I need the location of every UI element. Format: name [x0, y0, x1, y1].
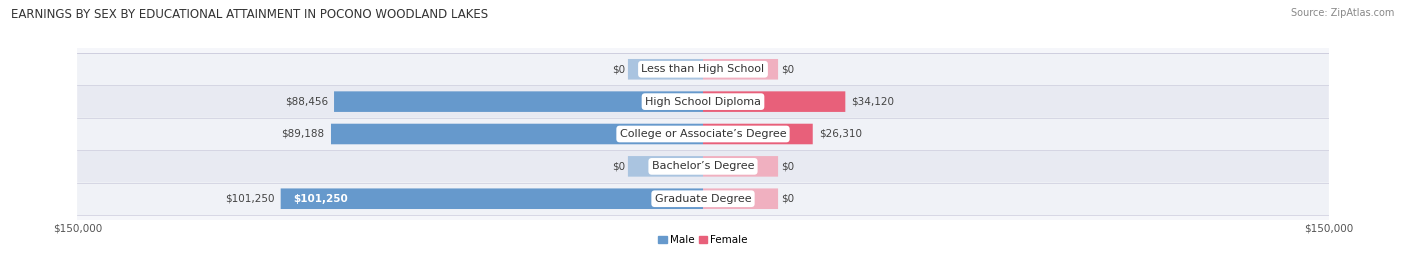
FancyBboxPatch shape: [77, 183, 1329, 215]
Text: EARNINGS BY SEX BY EDUCATIONAL ATTAINMENT IN POCONO WOODLAND LAKES: EARNINGS BY SEX BY EDUCATIONAL ATTAINMEN…: [11, 8, 488, 21]
FancyBboxPatch shape: [330, 124, 703, 144]
Text: $0: $0: [782, 64, 794, 74]
FancyBboxPatch shape: [77, 53, 1329, 85]
Text: Source: ZipAtlas.com: Source: ZipAtlas.com: [1291, 8, 1395, 18]
Text: $26,310: $26,310: [820, 129, 862, 139]
FancyBboxPatch shape: [77, 118, 1329, 150]
FancyBboxPatch shape: [335, 91, 703, 112]
Text: Graduate Degree: Graduate Degree: [655, 194, 751, 204]
Text: $0: $0: [782, 194, 794, 204]
FancyBboxPatch shape: [703, 188, 778, 209]
FancyBboxPatch shape: [77, 85, 1329, 118]
Text: $89,188: $89,188: [281, 129, 325, 139]
Text: $0: $0: [612, 64, 624, 74]
FancyBboxPatch shape: [703, 91, 845, 112]
Legend: Male, Female: Male, Female: [658, 235, 748, 245]
Text: $0: $0: [782, 161, 794, 171]
FancyBboxPatch shape: [281, 188, 703, 209]
Text: College or Associate’s Degree: College or Associate’s Degree: [620, 129, 786, 139]
FancyBboxPatch shape: [703, 59, 778, 80]
Text: High School Diploma: High School Diploma: [645, 97, 761, 107]
Text: $0: $0: [612, 161, 624, 171]
Text: $101,250: $101,250: [225, 194, 274, 204]
Text: Bachelor’s Degree: Bachelor’s Degree: [652, 161, 754, 171]
FancyBboxPatch shape: [628, 59, 703, 80]
Text: Less than High School: Less than High School: [641, 64, 765, 74]
FancyBboxPatch shape: [703, 124, 813, 144]
FancyBboxPatch shape: [703, 156, 778, 177]
Text: $101,250: $101,250: [294, 194, 347, 204]
FancyBboxPatch shape: [628, 156, 703, 177]
Text: $34,120: $34,120: [852, 97, 894, 107]
Text: $88,456: $88,456: [284, 97, 328, 107]
FancyBboxPatch shape: [77, 150, 1329, 183]
